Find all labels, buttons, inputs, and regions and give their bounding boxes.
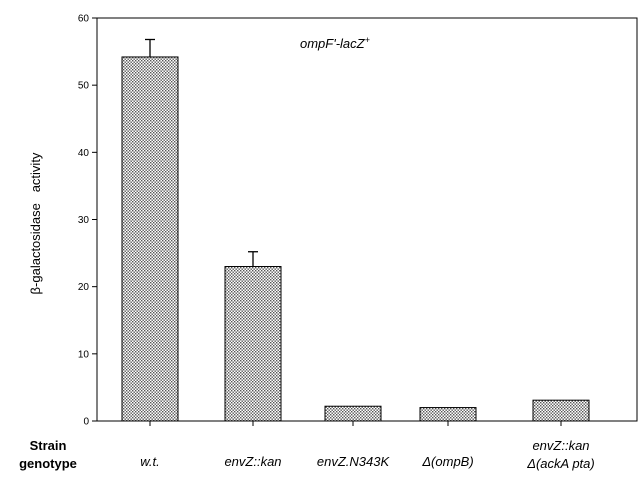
y-tick-label: 10 xyxy=(78,349,90,360)
x-axis-label: Strain xyxy=(30,438,67,453)
bar xyxy=(224,266,282,422)
y-tick-label: 30 xyxy=(78,215,90,226)
bar xyxy=(324,405,382,422)
y-tick-label: 40 xyxy=(78,148,90,159)
x-category-label: envZ.N343K xyxy=(317,454,391,469)
annotation-label: ompF'-lacZ+ xyxy=(300,35,370,51)
x-category-label: w.t. xyxy=(140,454,160,469)
labels: β-galactosidase activity ompF'-lacZ+ w.t. e… xyxy=(19,35,595,471)
x-category-label: Δ(ackA pta) xyxy=(526,456,594,471)
bars xyxy=(121,38,590,422)
x-axis-label: genotype xyxy=(19,456,77,471)
x-category-label: Δ(ompB) xyxy=(421,454,473,469)
y-tick-label: 50 xyxy=(78,81,90,92)
bar xyxy=(419,407,477,422)
y-tick-label: 20 xyxy=(78,282,90,293)
y-tick-label: 0 xyxy=(83,417,89,428)
bar xyxy=(532,399,590,422)
bar xyxy=(121,56,179,422)
annotation-superscript: + xyxy=(365,35,370,45)
x-category-label: envZ::kan xyxy=(532,438,589,453)
y-tick-label: 60 xyxy=(78,14,90,25)
x-category-label: envZ::kan xyxy=(224,454,281,469)
y-axis-label: β-galactosidase activity xyxy=(28,152,43,294)
